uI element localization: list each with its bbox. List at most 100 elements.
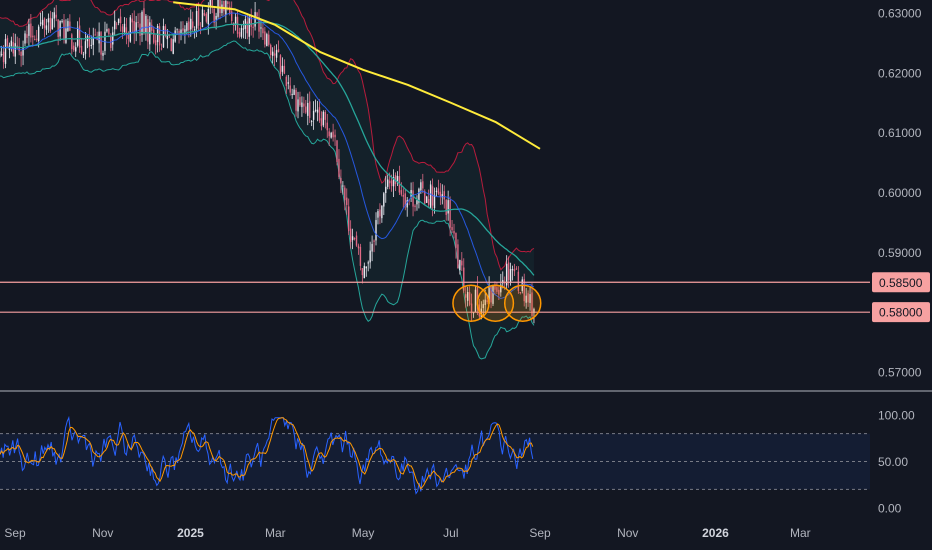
time-tick-label: Mar [790, 526, 811, 540]
candle [320, 111, 323, 131]
oscillator-tick-label: 50.00 [878, 455, 908, 469]
candle [271, 47, 274, 64]
candle [217, 0, 219, 19]
candle [437, 179, 440, 196]
candle [10, 36, 13, 52]
highlight-circle [476, 284, 515, 322]
candle [307, 93, 309, 126]
candle [340, 169, 342, 194]
candle [312, 101, 315, 130]
candle [414, 204, 416, 212]
candle [211, 0, 213, 14]
candle [525, 287, 527, 309]
candle [242, 20, 245, 39]
candle [303, 96, 305, 114]
candle [67, 18, 69, 32]
candle [418, 187, 420, 209]
horizontal-levels[interactable] [0, 281, 870, 313]
candle [338, 149, 340, 180]
candle [344, 185, 346, 211]
candle [474, 286, 477, 313]
candle [297, 91, 299, 119]
candle [199, 22, 202, 35]
candle [371, 235, 373, 262]
candle [394, 172, 397, 192]
candle [396, 171, 399, 186]
candle [119, 8, 122, 32]
level-price-badge[interactable] [872, 302, 930, 323]
candle [533, 307, 535, 324]
candle [365, 266, 367, 277]
candle [153, 26, 155, 45]
candle [20, 50, 22, 67]
candle [43, 17, 46, 38]
candle [459, 259, 461, 275]
candle [334, 129, 336, 146]
price-tick-label: 0.59000 [878, 246, 922, 260]
oscillator-axis[interactable]: 100.00 50.00 0.00 [878, 409, 915, 516]
candle [381, 205, 383, 223]
candle [135, 15, 137, 42]
candle [262, 21, 264, 41]
candle [45, 18, 48, 35]
candle [207, 2, 210, 35]
candle [426, 195, 428, 204]
level-price-label: 0.58000 [879, 306, 923, 320]
level-price-badge[interactable] [872, 272, 930, 293]
candle [172, 34, 174, 55]
candle [465, 286, 467, 308]
oscillator-tick-label: 100.00 [878, 409, 915, 423]
candle [176, 28, 178, 34]
candle [106, 23, 108, 33]
candle [342, 181, 344, 195]
candle [529, 286, 531, 311]
candle [143, 1, 145, 35]
candle [310, 120, 313, 127]
candle [377, 208, 379, 225]
candle [82, 51, 85, 58]
candle [162, 18, 165, 49]
candle [115, 22, 118, 30]
candle [201, 6, 204, 28]
candle [147, 15, 149, 50]
basis-moving-average [0, 21, 535, 276]
candle [114, 10, 116, 36]
candle [328, 128, 330, 146]
candle [51, 12, 54, 30]
price-axis[interactable]: 0.58500 0.58000 0.63000 0.62000 0.61000 0.600… [872, 7, 930, 380]
candle [80, 37, 83, 55]
time-axis[interactable]: Sep Nov 2025 Mar May Jul Sep Nov 2026 Mar [4, 526, 810, 540]
candle [515, 266, 518, 270]
candle [184, 25, 186, 44]
candle [73, 42, 75, 52]
candle [129, 15, 132, 43]
candle [385, 176, 387, 203]
highlight-circles [452, 284, 542, 322]
candle [375, 212, 377, 246]
candle [238, 27, 241, 39]
candle [291, 88, 293, 99]
candle [324, 110, 327, 129]
candle [445, 198, 447, 221]
candle [492, 284, 494, 307]
candle [451, 219, 453, 234]
candle [4, 34, 7, 69]
candle [392, 169, 395, 197]
candle [112, 26, 114, 51]
candle [285, 75, 288, 95]
candle [527, 290, 529, 307]
candle [351, 228, 354, 250]
candle [125, 17, 128, 45]
candle [461, 252, 463, 271]
candle [151, 19, 153, 35]
candle [182, 21, 184, 35]
candle [213, 8, 215, 27]
candle [406, 197, 408, 217]
candle [28, 18, 30, 46]
candle [180, 21, 182, 41]
candle [53, 7, 55, 28]
candle [240, 24, 243, 39]
candle [22, 40, 24, 66]
moving-averages [0, 1, 541, 299]
